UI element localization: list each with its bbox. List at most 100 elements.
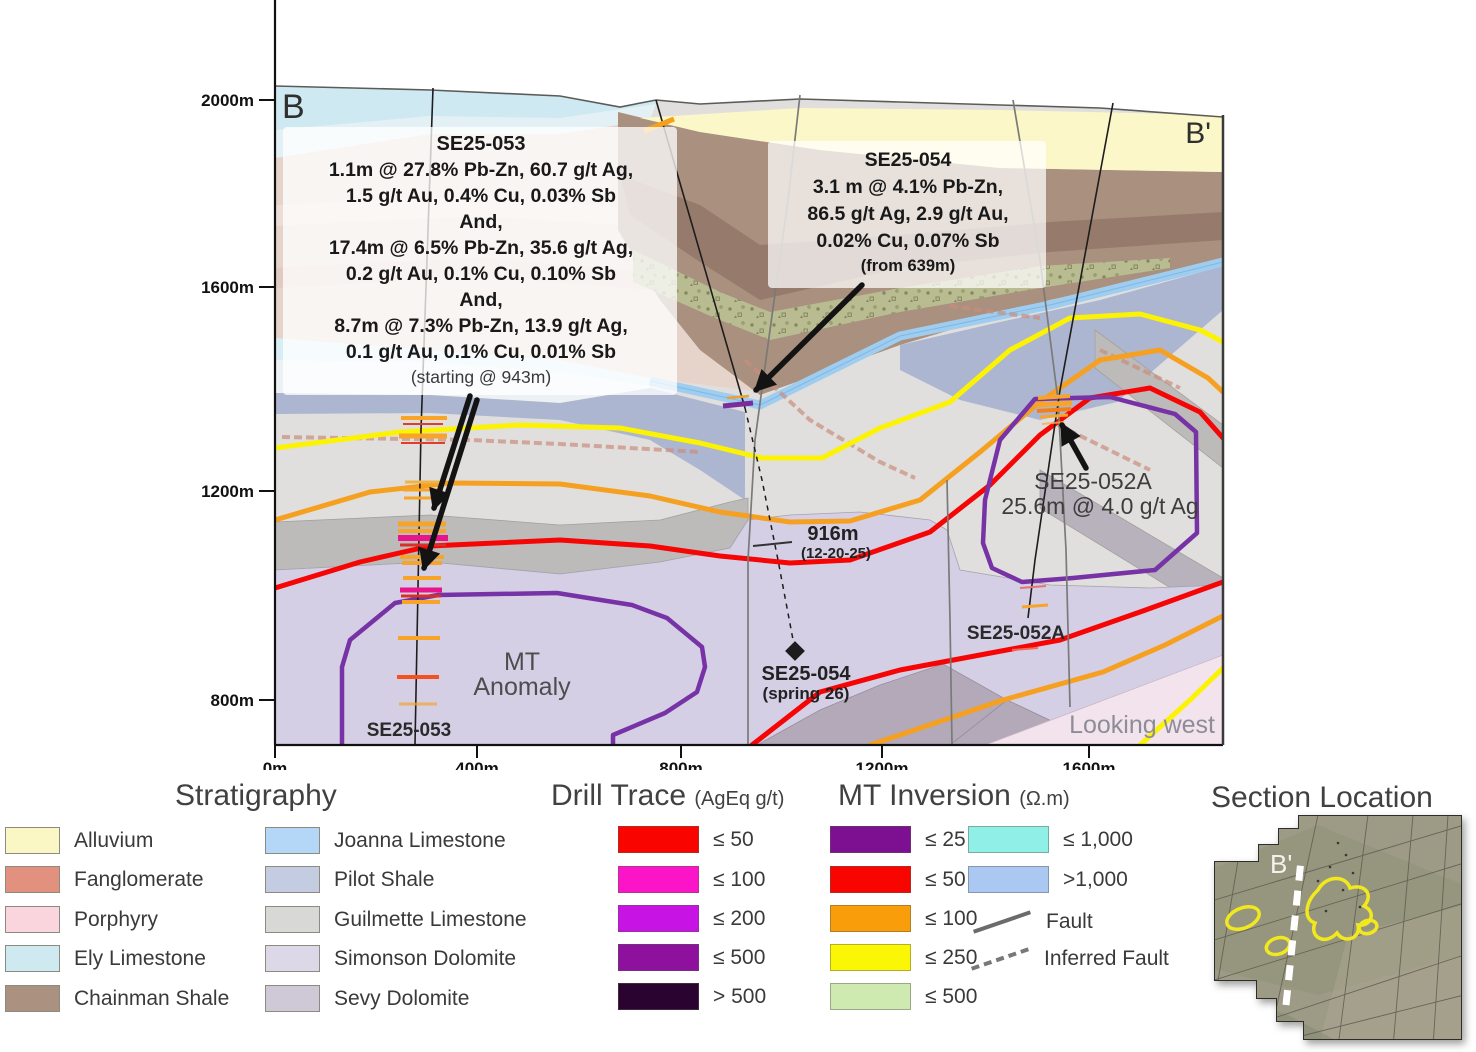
mt-1000-swatch bbox=[968, 826, 1049, 853]
layer-pilot-shale-right bbox=[900, 266, 1223, 420]
guilmette-limestone-swatch bbox=[265, 906, 320, 933]
legend-item-mt-50: ≤ 50 bbox=[830, 866, 966, 893]
mt-25-swatch bbox=[830, 826, 911, 853]
map-label-b: B bbox=[1260, 993, 1277, 1023]
y-tick-2000m: 2000m bbox=[201, 91, 254, 110]
legend-label: Porphyry bbox=[74, 907, 159, 931]
legend-label: ≤ 200 bbox=[713, 906, 766, 930]
map-outline bbox=[1214, 815, 1462, 1040]
legend-label: ≤ 25 bbox=[925, 827, 966, 851]
legend-item-drill-200: ≤ 200 bbox=[618, 905, 765, 932]
sevy-dolomite-swatch bbox=[265, 985, 320, 1012]
y-tick-1200m: 1200m bbox=[201, 482, 254, 501]
fault-line-sample bbox=[972, 910, 1032, 934]
target-916m-date: (12-20-25) bbox=[801, 545, 871, 562]
section-corner-b-prime: B' bbox=[1185, 117, 1211, 150]
contour-50 bbox=[275, 385, 1223, 591]
legend-item-mt-250: ≤ 250 bbox=[830, 944, 977, 971]
map-anomaly-outlines bbox=[1225, 876, 1379, 957]
legend-label: ≤ 500 bbox=[713, 945, 766, 969]
fault-line bbox=[946, 479, 953, 745]
terrain-patch bbox=[1318, 905, 1462, 1040]
arrow-053-lower bbox=[419, 397, 480, 572]
target-916m: 916m bbox=[807, 523, 858, 545]
fanglomerate-swatch bbox=[5, 866, 60, 893]
map-drill-dots bbox=[1316, 841, 1362, 913]
mt-anomaly-label-line1: MT bbox=[504, 648, 540, 676]
map-label-b-prime: B' bbox=[1270, 849, 1292, 879]
legend-label: Fanglomerate bbox=[74, 867, 204, 891]
alluvium-swatch bbox=[5, 827, 60, 854]
legend-item-alluvium: Alluvium bbox=[5, 827, 153, 854]
joanna-limestone-swatch bbox=[265, 827, 320, 854]
mt-inversion-subtitle: (Ω.m) bbox=[1019, 788, 1070, 810]
location-map-svg: B' B bbox=[1214, 815, 1462, 1040]
layer-alluvium bbox=[640, 108, 1223, 172]
legend-item-drill-100: ≤ 100 bbox=[618, 866, 765, 893]
layer-simonson-dolomite bbox=[275, 511, 1223, 745]
intervals-se25-052a bbox=[1011, 394, 1073, 651]
contour-250 bbox=[275, 311, 1223, 461]
contour-25-right-loop bbox=[980, 394, 1200, 585]
legend-label: Ely Limestone bbox=[74, 946, 206, 970]
cross-section: MT Anomaly 916m (12-20-25) SE25-054 (spr… bbox=[201, 0, 1225, 770]
legend-item-porphyry: Porphyry bbox=[5, 906, 158, 933]
legend-label: >1,000 bbox=[1063, 867, 1128, 891]
x-tick-0m: 0m bbox=[263, 759, 288, 770]
inferred-fault-line-sample bbox=[970, 947, 1030, 971]
legend-label: ≤ 250 bbox=[925, 945, 978, 969]
terrain-patch bbox=[1214, 825, 1462, 995]
legend-item-pilot-shale: Pilot Shale bbox=[265, 866, 434, 893]
legend-item-simonson-dolomite: Simonson Dolomite bbox=[265, 945, 516, 972]
arrow-052a bbox=[1059, 422, 1089, 471]
pilot-shale-swatch bbox=[265, 866, 320, 893]
contour-50-lower bbox=[749, 579, 1223, 745]
legend-label: ≤ 100 bbox=[713, 867, 766, 891]
legend-item-mt-500: ≤ 500 bbox=[830, 983, 977, 1010]
drill-gt500-swatch bbox=[618, 983, 699, 1010]
ann-052a-title: SE25-052A bbox=[1034, 468, 1152, 494]
legend-label: ≤ 100 bbox=[925, 906, 978, 930]
depth-tick-916m bbox=[752, 541, 793, 547]
annotation-box-se25-054 bbox=[768, 141, 1046, 288]
simonson-dolomite-swatch bbox=[265, 945, 320, 972]
drill-100-swatch bbox=[618, 866, 699, 893]
mt-anomaly-label-line2: Anomaly bbox=[473, 673, 571, 701]
legend-item-mt-100: ≤ 100 bbox=[830, 905, 977, 932]
mt-50-swatch bbox=[830, 866, 911, 893]
legend-item-sevy-dolomite: Sevy Dolomite bbox=[265, 985, 469, 1012]
x-tick-800m: 800m bbox=[659, 759, 702, 770]
axis-ticks bbox=[259, 99, 1090, 758]
y-tick-1600m: 1600m bbox=[201, 278, 254, 297]
hole-label-se25-052a: SE25-052A bbox=[967, 623, 1066, 644]
contour-25-left-loop bbox=[339, 590, 708, 745]
legend-label: Simonson Dolomite bbox=[334, 946, 517, 970]
geology-layers: MT Anomaly 916m (12-20-25) SE25-054 (spr… bbox=[275, 85, 1223, 745]
mt-gt1000-swatch bbox=[968, 866, 1049, 893]
annotation-box-se25-053 bbox=[283, 127, 677, 395]
mt-500-swatch bbox=[830, 983, 911, 1010]
mt-250-swatch bbox=[830, 944, 911, 971]
drillhole-se25-054-planned bbox=[744, 407, 795, 646]
drill-trace-title: Drill Trace (AgEq g/t) bbox=[551, 779, 784, 813]
legend-label: ≤ 50 bbox=[713, 827, 754, 851]
legend-item-mt-25: ≤ 25 bbox=[830, 826, 966, 853]
legend-label: Chainman Shale bbox=[74, 986, 230, 1010]
legend-label: ≤ 1,000 bbox=[1063, 827, 1133, 851]
legend-item-mt-1000: ≤ 1,000 bbox=[968, 826, 1133, 853]
mt-contours bbox=[275, 311, 1223, 745]
map-fault-lines bbox=[1214, 815, 1462, 1040]
legend-item-fault: Fault bbox=[972, 905, 1093, 939]
legend-item-ely-limestone: Ely Limestone bbox=[5, 945, 206, 972]
legend-label: ≤ 500 bbox=[925, 984, 978, 1008]
x-tick-1600m: 1600m bbox=[1063, 759, 1116, 770]
legend-item-drill-gt500: > 500 bbox=[618, 983, 766, 1010]
layer-pilot-shale-left bbox=[275, 388, 745, 500]
section-corner-b: B bbox=[282, 88, 305, 126]
legend-label: Guilmette Limestone bbox=[334, 907, 527, 931]
legend-item-guilmette-limestone: Guilmette Limestone bbox=[265, 906, 527, 933]
drillhole-se25-052a bbox=[1027, 102, 1114, 619]
legend-label: > 500 bbox=[713, 984, 767, 1008]
x-tick-400m: 400m bbox=[455, 759, 498, 770]
